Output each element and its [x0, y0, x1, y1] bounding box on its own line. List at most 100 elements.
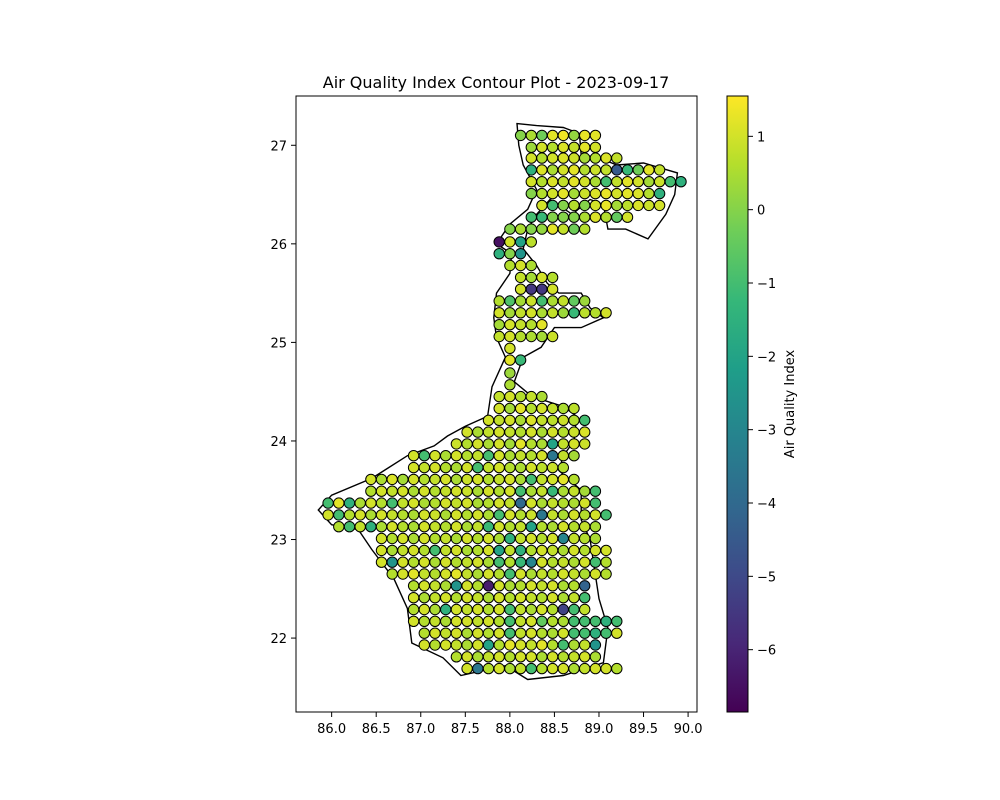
data-point	[546, 271, 559, 284]
data-point	[482, 603, 495, 616]
data-point	[375, 497, 388, 509]
data-point	[461, 639, 473, 651]
data-point	[493, 426, 505, 438]
data-point	[589, 187, 602, 200]
data-point	[589, 307, 602, 319]
data-point	[429, 615, 441, 627]
data-point	[568, 521, 580, 533]
data-point	[440, 615, 452, 627]
data-point	[589, 199, 602, 212]
data-point	[504, 438, 516, 450]
data-point	[504, 651, 516, 663]
data-point	[579, 187, 591, 200]
data-point	[525, 639, 537, 651]
data-point	[514, 485, 527, 497]
data-point	[440, 592, 452, 604]
data-point	[600, 556, 612, 568]
data-point	[546, 544, 559, 557]
data-point	[536, 129, 548, 142]
data-point	[525, 662, 537, 675]
data-point	[493, 307, 505, 319]
y-tick-label: 24	[270, 435, 287, 450]
data-point	[557, 152, 569, 164]
data-point	[600, 187, 612, 200]
data-point	[450, 450, 463, 462]
data-point	[407, 509, 420, 521]
data-point	[589, 662, 602, 675]
data-point	[568, 426, 580, 438]
data-point	[514, 236, 527, 248]
data-point	[418, 627, 430, 639]
data-point	[504, 509, 516, 521]
data-point	[536, 639, 548, 651]
data-point	[546, 450, 559, 462]
data-point	[579, 639, 591, 651]
data-point	[461, 473, 473, 486]
data-point	[525, 319, 537, 331]
data-point	[600, 544, 612, 557]
data-point	[568, 485, 580, 497]
data-point	[600, 509, 612, 521]
data-point	[343, 521, 356, 533]
data-point	[589, 651, 602, 663]
data-point	[504, 497, 516, 509]
data-point	[632, 187, 644, 200]
data-point	[579, 223, 591, 235]
data-point	[579, 199, 591, 212]
data-point	[653, 176, 666, 188]
data-point	[621, 164, 634, 176]
data-point	[482, 556, 495, 568]
data-point	[579, 152, 591, 164]
data-point	[536, 295, 548, 307]
data-point	[579, 129, 591, 142]
data-point	[557, 615, 569, 627]
data-point	[579, 211, 591, 223]
data-point	[514, 532, 527, 545]
data-point	[504, 223, 516, 235]
data-point	[589, 485, 602, 497]
data-point	[536, 556, 548, 568]
data-point	[546, 568, 559, 580]
data-point	[514, 509, 527, 521]
data-point	[407, 485, 420, 497]
data-point	[440, 639, 452, 651]
data-point	[504, 379, 516, 391]
data-point	[557, 532, 569, 545]
data-point	[525, 414, 537, 426]
data-point	[611, 187, 623, 200]
data-point	[536, 497, 548, 509]
data-point	[504, 367, 516, 379]
data-point	[514, 223, 527, 235]
data-point	[568, 307, 580, 319]
data-point	[536, 521, 548, 533]
data-point	[504, 544, 516, 557]
data-point	[514, 461, 527, 474]
data-point	[536, 283, 548, 295]
data-point	[568, 603, 580, 616]
data-point	[546, 295, 559, 307]
data-point	[440, 544, 452, 557]
data-point	[546, 438, 559, 450]
data-point	[461, 485, 473, 497]
data-point	[450, 592, 463, 604]
data-point	[450, 639, 463, 651]
data-point	[653, 164, 666, 176]
y-tick-label: 22	[270, 632, 287, 647]
data-point	[525, 390, 537, 403]
data-point	[461, 662, 473, 675]
data-point	[450, 473, 463, 486]
data-point	[504, 568, 516, 580]
colorbar-tick-label: 1	[757, 130, 765, 145]
data-point	[461, 592, 473, 604]
data-point	[482, 438, 495, 450]
data-point	[375, 485, 388, 497]
data-point	[461, 627, 473, 639]
data-point	[514, 319, 527, 331]
data-point	[493, 295, 505, 307]
data-point	[482, 426, 495, 438]
x-axis: 86.0 86.5 87.0 87.5 88.0 88.5 89.0 89.5 90.0	[317, 712, 703, 737]
data-point	[322, 509, 334, 521]
data-point	[589, 141, 602, 154]
data-point	[536, 187, 548, 200]
data-point	[600, 211, 612, 223]
